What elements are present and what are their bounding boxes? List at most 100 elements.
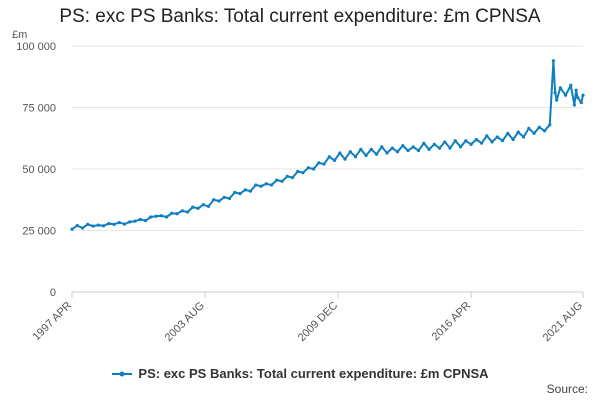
data-point[interactable] xyxy=(500,139,505,143)
data-point[interactable] xyxy=(280,179,284,183)
data-point[interactable] xyxy=(364,153,368,158)
data-point[interactable] xyxy=(170,211,174,215)
data-point[interactable] xyxy=(75,223,79,228)
data-point[interactable] xyxy=(537,125,541,129)
data-point[interactable] xyxy=(91,224,95,228)
data-point[interactable] xyxy=(521,135,526,139)
data-point[interactable] xyxy=(301,171,305,175)
data-point[interactable] xyxy=(576,96,580,100)
series-line[interactable] xyxy=(71,59,584,231)
data-point[interactable] xyxy=(338,151,342,155)
data-point[interactable] xyxy=(395,150,400,154)
data-point[interactable] xyxy=(122,222,127,226)
data-point[interactable] xyxy=(385,151,389,155)
data-point[interactable] xyxy=(359,147,363,151)
data-point[interactable] xyxy=(133,219,137,223)
data-point[interactable] xyxy=(469,142,473,146)
data-point[interactable] xyxy=(416,148,421,153)
data-point[interactable] xyxy=(238,192,242,196)
data-point[interactable] xyxy=(390,146,394,150)
data-point[interactable] xyxy=(317,161,321,165)
data-point[interactable] xyxy=(495,135,499,139)
data-point[interactable] xyxy=(579,100,583,105)
data-point[interactable] xyxy=(206,204,211,208)
data-point[interactable] xyxy=(296,169,300,174)
data-point[interactable] xyxy=(107,222,111,226)
data-point[interactable] xyxy=(548,123,552,127)
data-point[interactable] xyxy=(143,219,148,223)
data-point[interactable] xyxy=(259,184,263,188)
legend[interactable]: PS: exc PS Banks: Total current expendit… xyxy=(0,366,600,381)
data-point[interactable] xyxy=(201,203,205,207)
data-point[interactable] xyxy=(411,145,415,149)
data-point[interactable] xyxy=(101,224,106,228)
data-point[interactable] xyxy=(458,145,463,149)
data-point[interactable] xyxy=(70,227,74,231)
data-point[interactable] xyxy=(490,140,494,144)
data-point[interactable] xyxy=(572,103,576,107)
data-point[interactable] xyxy=(96,223,100,227)
data-point[interactable] xyxy=(227,196,232,201)
data-point[interactable] xyxy=(448,146,452,150)
data-point[interactable] xyxy=(453,139,457,143)
data-point[interactable] xyxy=(180,209,184,213)
data-point[interactable] xyxy=(485,134,489,138)
data-point[interactable] xyxy=(569,83,573,87)
data-point[interactable] xyxy=(479,141,484,145)
data-point[interactable] xyxy=(243,188,247,192)
data-point[interactable] xyxy=(422,141,426,145)
data-point[interactable] xyxy=(511,137,515,142)
data-point[interactable] xyxy=(175,212,179,216)
data-point[interactable] xyxy=(117,221,121,225)
data-point[interactable] xyxy=(285,174,289,178)
data-point[interactable] xyxy=(527,126,531,131)
data-point[interactable] xyxy=(406,148,410,153)
data-point[interactable] xyxy=(563,93,568,97)
data-point[interactable] xyxy=(290,176,295,180)
data-point[interactable] xyxy=(553,91,557,95)
data-point[interactable] xyxy=(212,198,216,202)
data-point[interactable] xyxy=(443,140,447,144)
data-point[interactable] xyxy=(164,215,169,219)
data-point[interactable] xyxy=(306,166,310,170)
data-point[interactable] xyxy=(532,131,536,135)
data-point[interactable] xyxy=(112,222,116,226)
data-point[interactable] xyxy=(380,145,384,149)
data-point[interactable] xyxy=(432,142,436,146)
data-point[interactable] xyxy=(138,217,142,222)
data-point[interactable] xyxy=(196,206,200,210)
data-point[interactable] xyxy=(159,214,163,218)
data-point[interactable] xyxy=(86,222,90,226)
data-point[interactable] xyxy=(80,226,85,230)
data-point[interactable] xyxy=(322,162,326,166)
data-point[interactable] xyxy=(581,93,585,97)
data-point[interactable] xyxy=(149,215,153,219)
data-point[interactable] xyxy=(542,129,547,133)
data-point[interactable] xyxy=(555,98,559,102)
data-point[interactable] xyxy=(222,195,226,199)
data-point[interactable] xyxy=(348,150,352,154)
data-point[interactable] xyxy=(369,147,373,151)
data-point[interactable] xyxy=(233,190,237,194)
data-point[interactable] xyxy=(437,146,442,150)
data-point[interactable] xyxy=(191,205,195,209)
data-point[interactable] xyxy=(506,131,510,135)
data-point[interactable] xyxy=(275,178,279,182)
data-point[interactable] xyxy=(254,183,258,187)
data-point[interactable] xyxy=(269,183,274,187)
data-point[interactable] xyxy=(128,220,132,224)
data-point[interactable] xyxy=(558,86,562,90)
data-point[interactable] xyxy=(574,88,578,92)
data-point[interactable] xyxy=(185,210,190,214)
data-point[interactable] xyxy=(311,167,316,171)
data-point[interactable] xyxy=(343,157,347,161)
data-point[interactable] xyxy=(154,214,158,218)
data-point[interactable] xyxy=(248,189,253,193)
data-point[interactable] xyxy=(217,199,221,203)
data-point[interactable] xyxy=(551,59,555,63)
data-point[interactable] xyxy=(374,152,379,156)
data-point[interactable] xyxy=(516,130,520,134)
data-point[interactable] xyxy=(401,144,405,148)
data-point[interactable] xyxy=(327,155,331,159)
data-point[interactable] xyxy=(464,139,468,143)
